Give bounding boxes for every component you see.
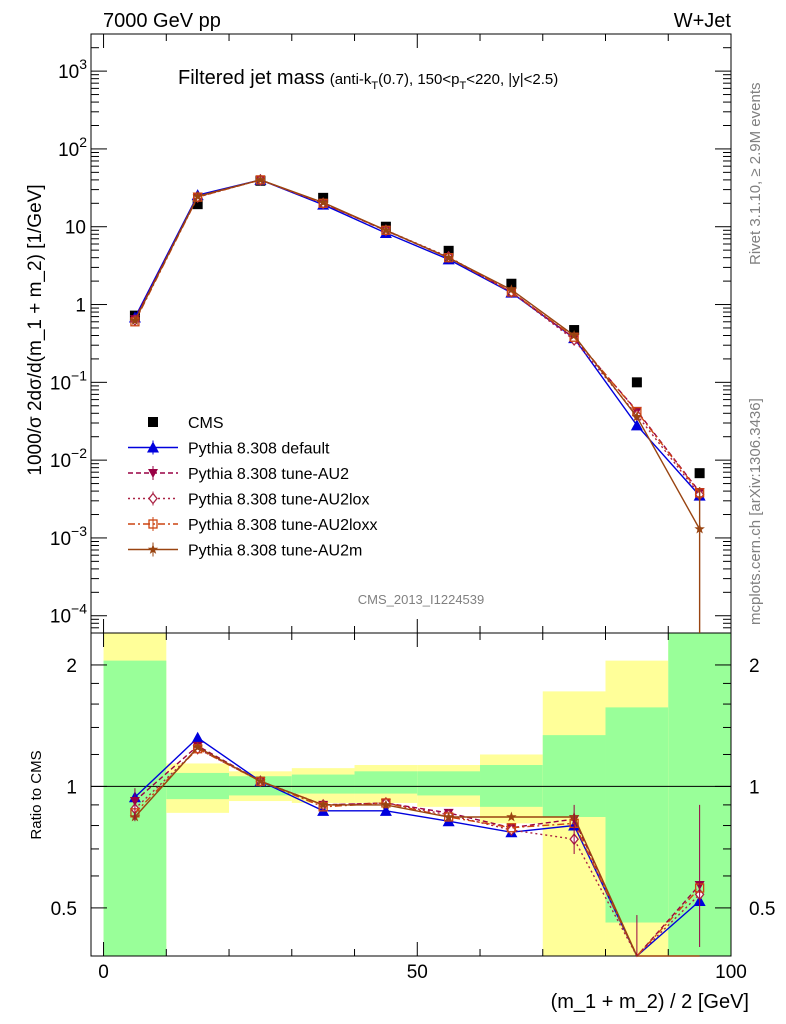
- ratio-line-2: [134, 747, 701, 958]
- data-point-5-3: [317, 197, 329, 207]
- ratio-point-3-6: [506, 823, 517, 833]
- legend-marker-1: [147, 441, 159, 453]
- y-tick-label: 103: [58, 56, 87, 83]
- ratio-point-4-5: [443, 811, 454, 822]
- ratio-point-4-2: [255, 775, 266, 786]
- data-point-5-4: [380, 224, 392, 235]
- legend-label-5: Pythia 8.308 tune-AU2m: [188, 543, 362, 560]
- legend-label-2: Pythia 8.308 tune-AU2: [188, 466, 349, 483]
- ratio-tick-label: 0.5: [51, 899, 77, 920]
- x-axis-label: (m_1 + m_2) / 2 [GeV]: [551, 991, 749, 1013]
- data-point-0-7: [569, 325, 580, 336]
- analysis-id-label: CMS_2013_I1224539: [358, 592, 485, 607]
- data-point-0-1: [192, 199, 203, 210]
- ratio-point-4-3: [317, 799, 329, 810]
- data-point-5-2: [255, 174, 266, 185]
- legend: CMS Pythia 8.308 default Pythia 8.308 tune…: [128, 415, 377, 560]
- plot-frame: [90, 33, 732, 957]
- ratio-tick-label-right: 1: [749, 777, 760, 798]
- data-point-0-6: [506, 278, 517, 289]
- legend-label-3: Pythia 8.308 tune-AU2lox: [188, 492, 369, 509]
- data-point-5-5: [443, 252, 454, 263]
- ratio-point-4-4: [380, 799, 392, 810]
- energy-label: 7000 GeV pp: [103, 10, 221, 32]
- y-tick-label: 1: [75, 296, 86, 317]
- y-axis-label: 1000/σ 2dσ/d(m_1 + m_2) [1/GeV]: [25, 184, 46, 475]
- legend-marker-3: [148, 492, 158, 505]
- legend-marker-5: [147, 544, 159, 554]
- ratio-band-inner-5: [417, 771, 481, 796]
- ratio-line-4: [134, 746, 700, 957]
- process-label: W+Jet: [674, 10, 732, 32]
- legend-marker-4: [148, 519, 158, 529]
- ratio-band-inner-8: [605, 707, 669, 923]
- x-tick-label: 50: [407, 962, 428, 983]
- mcplots-label: mcplots.cern.ch [arXiv:1306.3436]: [747, 398, 764, 625]
- x-tick-label: 0: [98, 962, 109, 983]
- legend-label-1: Pythia 8.308 default: [188, 441, 330, 458]
- series-line-4: [134, 179, 701, 494]
- legend-label-4: Pythia 8.308 tune-AU2loxx: [188, 517, 377, 534]
- main-plot-frame: [90, 33, 732, 634]
- data-point-5-7: [568, 330, 580, 340]
- series-line-5: [134, 179, 701, 530]
- ratio-tick-label-right: 0.5: [749, 899, 775, 920]
- ratio-uncertainty-bands: [103, 633, 731, 956]
- main-plot-series: [128, 173, 706, 633]
- y-tick-label: 10−1: [50, 367, 87, 394]
- ratio-tick-label-right: 2: [749, 656, 760, 677]
- ratio-tick-label: 2: [66, 656, 77, 677]
- data-point-5-8: [631, 411, 643, 422]
- y-tick-label: 10−3: [50, 523, 87, 550]
- y-tick-label: 10−2: [50, 445, 87, 472]
- data-point-5-1: [192, 190, 203, 201]
- x-tick-label: 100: [715, 962, 747, 983]
- legend-marker-2: [148, 469, 158, 478]
- ratio-band-inner-7: [542, 735, 606, 817]
- legend-label-0: CMS: [188, 415, 224, 432]
- data-point-0-8: [631, 377, 642, 388]
- y-tick-label: 10: [65, 218, 86, 239]
- ratio-plot-frame: [90, 632, 732, 957]
- data-point-5-0: [129, 315, 141, 326]
- rivet-version-label: Rivet 3.1.10, ≥ 2.9M events: [747, 83, 764, 266]
- ratio-point-0-4: [379, 804, 392, 816]
- ratio-point-0-1: [191, 731, 204, 743]
- data-point-5-6: [506, 284, 517, 295]
- y-tick-label: 102: [58, 134, 87, 161]
- data-point-1-8: [630, 419, 643, 431]
- y-tick-label: 10−4: [50, 601, 87, 628]
- ratio-plot-series: [128, 731, 706, 958]
- ratio-axis-label: Ratio to CMS: [28, 750, 45, 839]
- ratio-band-inner-4: [354, 771, 418, 794]
- plot-title: Filtered jet mass (anti-kT(0.7), 150<pT<2…: [178, 67, 558, 92]
- ratio-point-4-1: [192, 741, 203, 752]
- ratio-point-4-6: [506, 811, 517, 822]
- ratio-band-inner-3: [291, 774, 355, 794]
- ratio-tick-label: 1: [66, 777, 77, 798]
- data-point-0-9: [694, 468, 705, 479]
- legend-marker-0: [148, 417, 158, 427]
